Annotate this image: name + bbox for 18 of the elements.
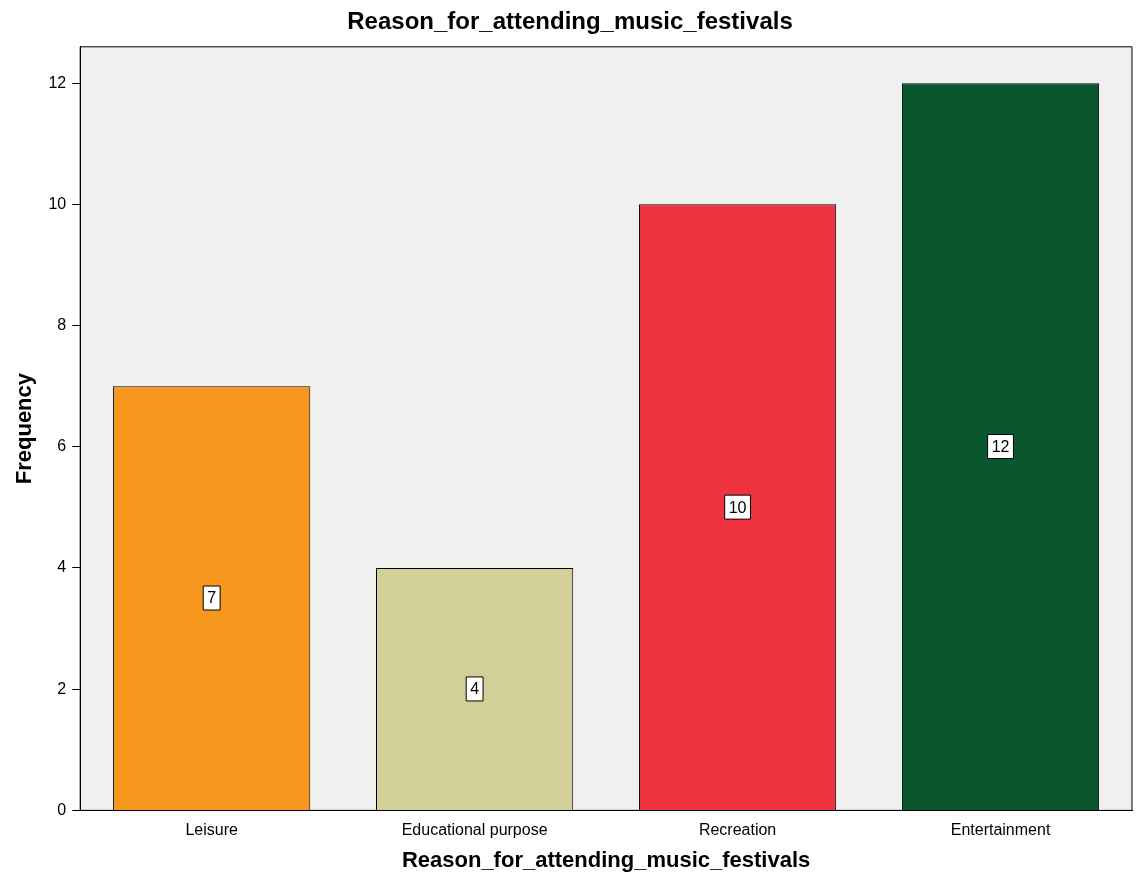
- x-axis-title: Reason_for_attending_music_festivals: [401, 846, 811, 872]
- y-tick-label: 8: [57, 315, 67, 333]
- data-label: 12: [991, 437, 1010, 455]
- data-label: 4: [470, 680, 480, 698]
- y-tick-label: 12: [48, 73, 67, 91]
- y-tick-label: 10: [48, 194, 67, 212]
- y-axis-title: Frequency: [11, 372, 37, 485]
- data-label: 7: [207, 589, 217, 607]
- chart-title: Reason_for_attending_music_festivals: [347, 7, 793, 35]
- x-tick-label: Educational purpose: [401, 821, 548, 839]
- x-tick-label: Leisure: [185, 821, 239, 839]
- y-tick-label: 6: [57, 437, 67, 455]
- y-tick-label: 2: [57, 679, 67, 697]
- data-label: 10: [728, 498, 747, 516]
- x-tick-label: Entertainment: [950, 821, 1051, 839]
- y-tick-label: 0: [57, 800, 67, 818]
- y-tick-label: 4: [57, 558, 67, 576]
- x-tick-label: Recreation: [698, 821, 777, 839]
